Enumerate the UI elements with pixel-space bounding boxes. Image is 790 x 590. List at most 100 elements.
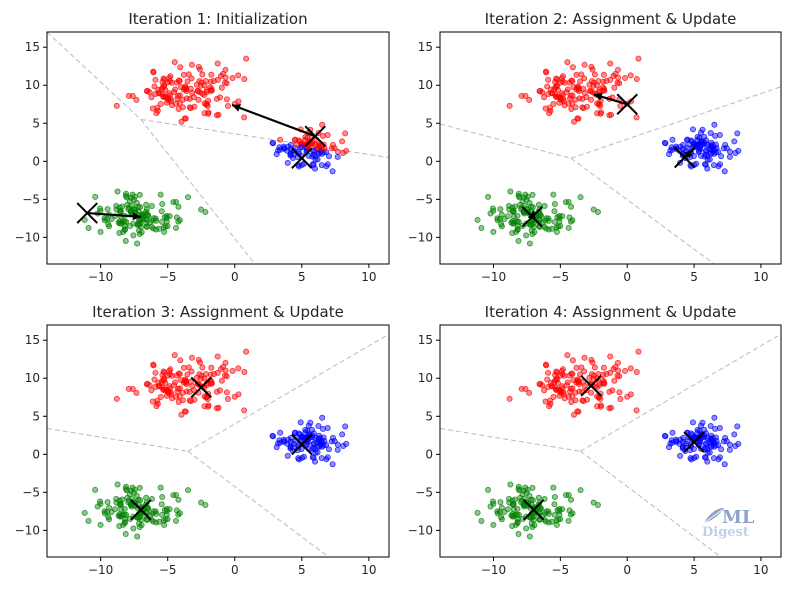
data-point [150,225,157,232]
data-point [113,395,120,402]
y-tick-label: 0 [425,447,433,461]
data-point [181,115,188,122]
decision-boundary [47,427,188,452]
data-point [635,348,642,355]
data-point [561,372,568,379]
data-point [290,151,297,158]
data-point [201,92,208,99]
data-point [668,144,675,151]
data-point [615,367,622,374]
data-point [241,114,248,121]
data-point [166,385,173,392]
data-point [319,414,326,421]
data-point [543,362,550,369]
data-point [504,213,511,220]
centroid-marker [291,433,313,456]
data-point [143,381,150,388]
data-point [529,191,536,198]
data-point [116,497,123,504]
data-point [507,188,514,195]
data-point [731,431,738,438]
data-point [712,425,719,432]
data-point [161,521,168,528]
data-point [316,432,323,439]
data-point [231,393,238,400]
data-point [328,145,335,152]
data-point [290,444,297,451]
decision-boundary [140,119,256,264]
x-tick-label: −5 [159,270,177,284]
x-tick-label: −10 [481,563,506,577]
data-point [179,96,186,103]
data-point [708,432,715,439]
data-point [557,388,564,395]
data-point [552,78,559,85]
data-point [515,193,522,200]
data-point [122,531,129,538]
data-point [539,89,546,96]
data-point [562,492,569,499]
y-tick-label: 0 [425,154,433,168]
data-point [97,228,104,235]
data-point [541,203,548,210]
centroid-marker [522,499,545,521]
data-point [191,103,198,110]
data-point [224,396,231,403]
data-point [580,85,587,92]
decision-boundary [580,450,722,557]
data-point [156,518,163,525]
data-point [159,201,166,208]
data-point [188,75,195,82]
data-point [509,497,516,504]
panels-layer: Iteration 1: Initialization −10 −5 0 5 10 −10 −… [15,10,782,577]
data-point [617,396,624,403]
data-point [573,71,580,78]
data-point [92,486,99,493]
data-point [577,78,584,85]
data-point [635,55,642,62]
data-point [668,437,675,444]
data-point [339,138,346,145]
data-point [535,494,542,501]
data-point [545,369,552,376]
data-point [572,96,579,103]
data-point [497,206,504,213]
data-point [665,444,672,451]
data-point [154,397,161,404]
x-tick-label: −5 [552,270,570,284]
data-point [121,218,128,225]
data-point [284,452,291,459]
data-point [707,129,714,136]
data-point [515,486,522,493]
data-point [170,199,177,206]
data-point [339,431,346,438]
data-point [544,376,551,383]
data-point [85,517,92,524]
data-point [543,69,550,76]
x-tick-label: 10 [753,563,768,577]
x-tick-label: 10 [361,270,376,284]
data-point [665,151,672,158]
data-point [526,389,533,396]
data-point [329,168,336,175]
data-point [556,218,563,225]
data-point [546,397,553,404]
data-point [163,505,170,512]
data-point [199,71,206,78]
data-point [127,223,134,230]
data-point [536,88,543,95]
data-point [523,525,530,532]
data-point [302,134,309,141]
data-point [319,425,326,432]
data-point [524,486,531,493]
data-point [712,132,719,139]
data-point [113,102,120,109]
y-tick-label: 0 [32,154,40,168]
data-point [535,201,542,208]
data-point [195,356,202,363]
data-point [702,161,709,168]
data-point [591,71,598,78]
data-point [557,516,564,523]
data-point [590,82,597,89]
data-point [569,385,576,392]
